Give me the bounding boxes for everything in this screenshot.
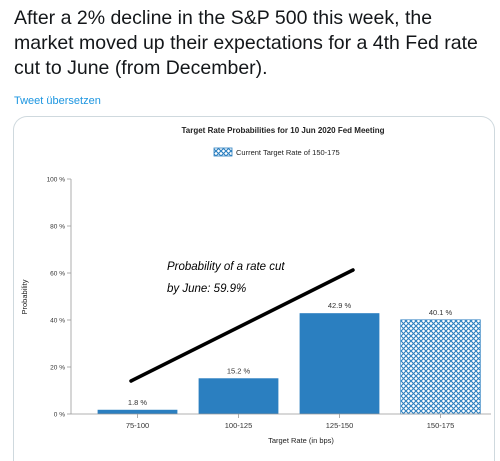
- bar-100-125: [198, 378, 279, 414]
- x-tick-label: 125-150: [326, 421, 354, 430]
- x-tick-label: 100-125: [225, 421, 253, 430]
- annotation-line: [129, 268, 355, 383]
- x-tick-label: 150-175: [427, 421, 455, 430]
- annotation-line-2: by June: 59.9%: [167, 283, 246, 295]
- tweet-text: After a 2% decline in the S&P 500 this w…: [14, 7, 478, 79]
- y-tick-label: 100 %: [47, 177, 66, 184]
- x-tick-label: 75-100: [126, 421, 149, 430]
- y-axis: 0 % 20 % 40 % 60 % 80 % 100 %: [47, 177, 72, 419]
- translate-tweet-link[interactable]: Tweet übersetzen: [14, 95, 101, 107]
- y-tick-label: 40 %: [50, 318, 65, 325]
- chart-legend: Current Target Rate of 150-175: [213, 147, 340, 157]
- x-axis: 75-100 100-125 125-150 150-175: [71, 413, 491, 430]
- bar-value-label: 42.9 %: [328, 301, 352, 310]
- annotation-line-1: Probability of a rate cut: [167, 261, 285, 273]
- legend-label: Current Target Rate of 150-175: [236, 148, 340, 157]
- bar-value-label: 15.2 %: [227, 366, 251, 375]
- x-axis-label: Target Rate (in bps): [268, 436, 334, 445]
- bar-125-150: [299, 313, 380, 414]
- bars: 1.8 % 15.2 % 42.9 % 40.1 %: [97, 301, 481, 415]
- chart-title: Target Rate Probabilities for 10 Jun 202…: [181, 126, 384, 135]
- y-tick-label: 60 %: [50, 271, 65, 278]
- bar-75-100: [97, 409, 178, 414]
- bar-value-label: 40.1 %: [429, 308, 453, 317]
- probability-chart: Target Rate Probabilities for 10 Jun 202…: [20, 126, 491, 445]
- y-tick-label: 80 %: [50, 224, 65, 231]
- y-tick-label: 0 %: [54, 412, 65, 419]
- bar-value-label: 1.8 %: [128, 398, 148, 407]
- y-axis-label: Probability: [20, 279, 29, 314]
- bar-150-175: [400, 319, 481, 415]
- legend-swatch: [213, 147, 233, 157]
- tweet-media-card[interactable]: Target Rate Probabilities for 10 Jun 202…: [13, 116, 495, 461]
- y-tick-label: 20 %: [50, 365, 65, 372]
